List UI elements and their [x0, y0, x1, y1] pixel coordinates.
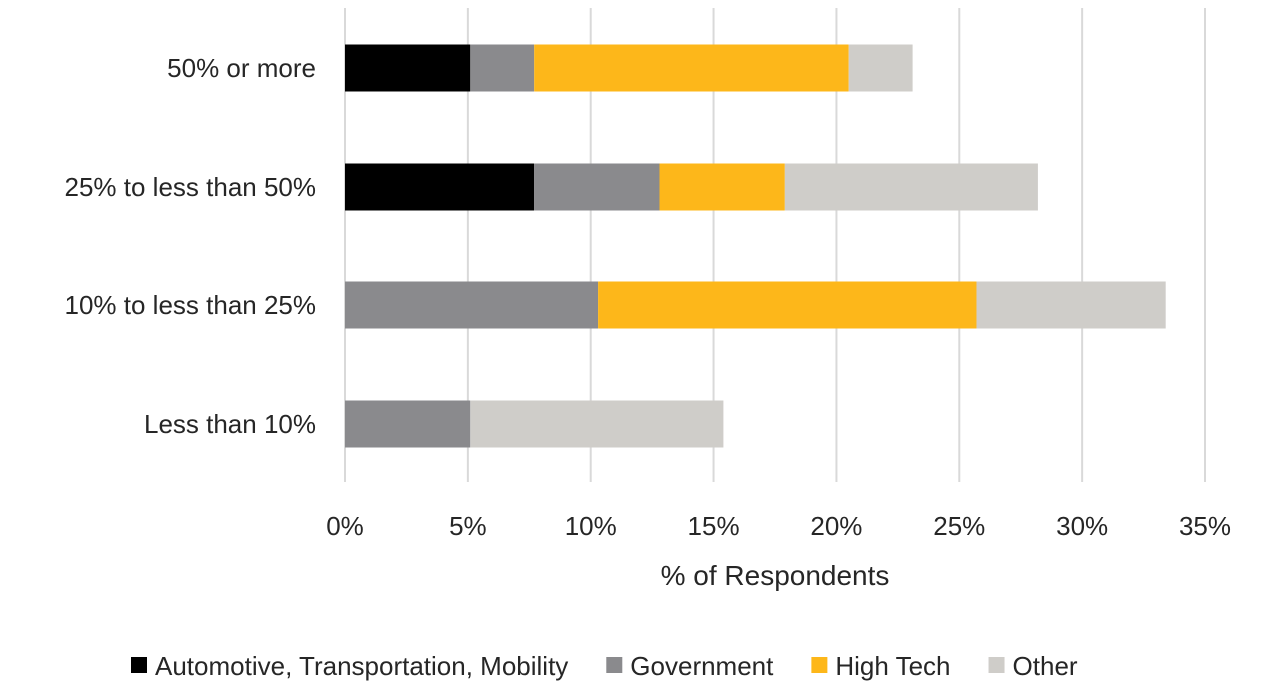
x-tick-label: 35%	[1179, 511, 1231, 541]
x-tick-label: 5%	[449, 511, 487, 541]
bar-segment	[976, 281, 1166, 329]
x-tick-label: 10%	[565, 511, 617, 541]
x-axis-title: % of Respondents	[661, 560, 890, 591]
category-label: 10% to less than 25%	[65, 290, 317, 320]
x-tick-label: 15%	[688, 511, 740, 541]
legend-item: Automotive, Transportation, Mobility	[131, 651, 568, 681]
category-label: 25% to less than 50%	[65, 172, 317, 202]
x-tick-label: 20%	[810, 511, 862, 541]
legend-item: High Tech	[811, 651, 951, 681]
bar-segment	[659, 163, 785, 211]
bar-segment	[598, 281, 977, 329]
legend-swatch	[811, 657, 828, 673]
category-label: 50% or more	[167, 53, 316, 83]
bar-segment	[784, 163, 1038, 211]
x-tick-label: 25%	[933, 511, 985, 541]
legend-item: Other	[988, 651, 1078, 681]
bar-segment	[470, 400, 724, 448]
bar-segment	[848, 44, 913, 92]
legend-swatch	[131, 657, 147, 673]
bar-segment	[345, 400, 471, 448]
category-label: Less than 10%	[144, 409, 316, 439]
bar-segment	[470, 44, 535, 92]
legend-swatch	[988, 657, 1005, 673]
legend: Automotive, Transportation, Mobility Gove…	[131, 651, 1078, 681]
bar-segment	[345, 163, 535, 211]
x-tick-labels: 0% 5% 10% 15% 20% 25% 30% 35%	[326, 511, 1231, 541]
bar-segment	[345, 281, 599, 329]
legend-swatch	[606, 657, 623, 673]
bar-segment	[345, 44, 471, 92]
x-tick-label: 0%	[326, 511, 364, 541]
legend-label: High Tech	[835, 651, 950, 681]
legend-label: Government	[630, 651, 774, 681]
category-labels: 50% or more 25% to less than 50% 10% to le…	[65, 53, 317, 439]
legend-item: Government	[606, 651, 774, 681]
x-tick-label: 30%	[1056, 511, 1108, 541]
bars	[345, 44, 1166, 448]
legend-label: Automotive, Transportation, Mobility	[155, 651, 568, 681]
legend-label: Other	[1013, 651, 1078, 681]
bar-segment	[534, 44, 849, 92]
bar-segment	[534, 163, 660, 211]
